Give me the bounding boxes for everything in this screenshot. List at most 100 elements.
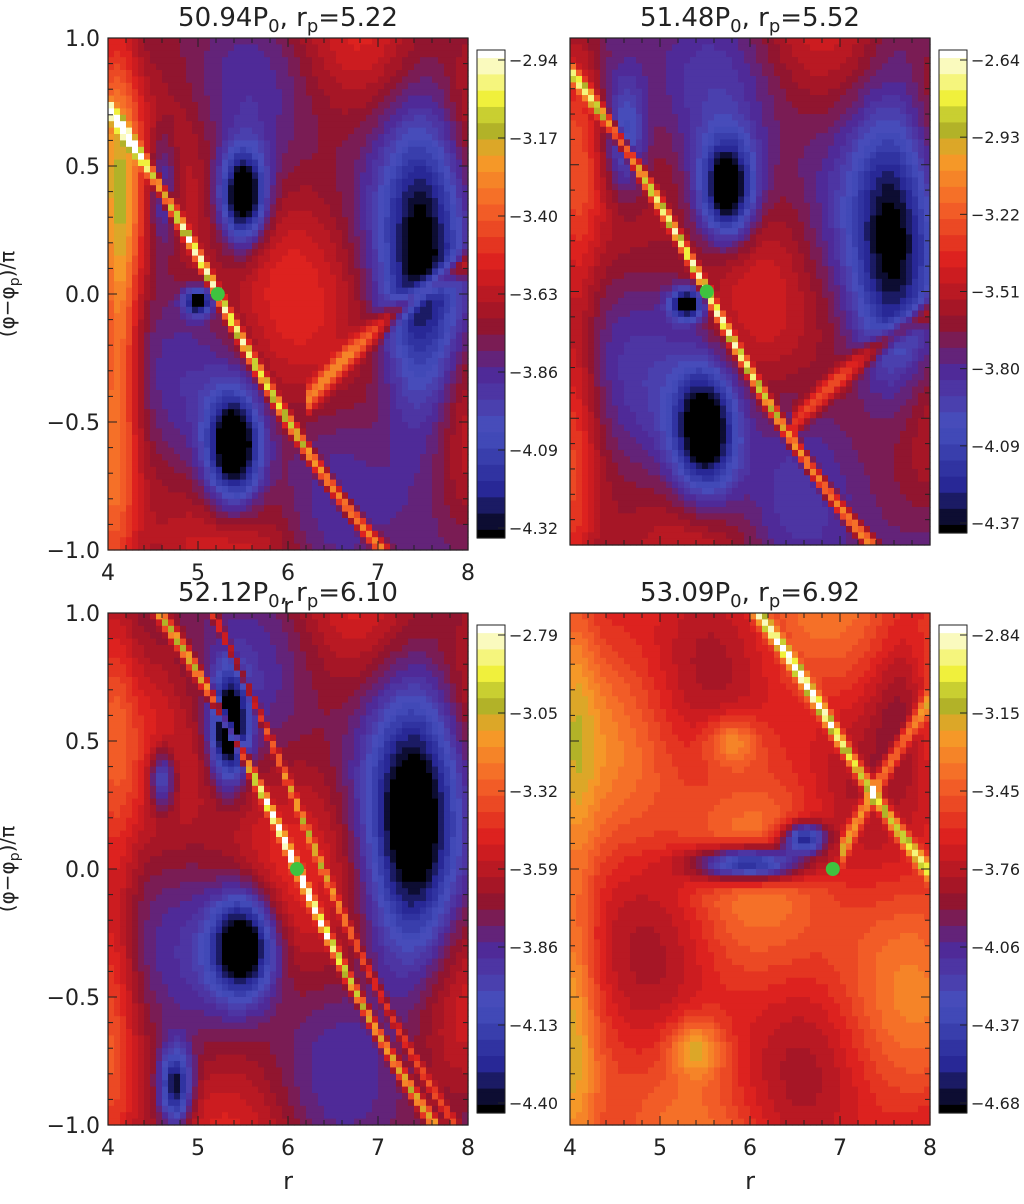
heatmap-cell xyxy=(174,512,181,519)
heatmap-cell xyxy=(348,160,355,167)
heatmap-cell xyxy=(144,275,151,282)
heatmap-cell xyxy=(414,326,421,333)
heatmap-cell xyxy=(198,320,205,327)
heatmap-cell xyxy=(318,448,325,455)
heatmap-cell xyxy=(126,396,133,403)
heatmap-cell xyxy=(204,486,211,493)
heatmap-cell xyxy=(186,83,193,90)
heatmap-cell xyxy=(240,358,247,365)
title-title-sub: 0 xyxy=(268,16,279,37)
heatmap-cell xyxy=(246,339,253,346)
heatmap-cell xyxy=(342,512,349,519)
heatmap-cell xyxy=(360,64,367,71)
heatmap-cell xyxy=(402,441,409,448)
heatmap-cell xyxy=(426,51,433,58)
heatmap-cell xyxy=(282,211,289,218)
heatmap-cell xyxy=(366,332,373,339)
heatmap-cell xyxy=(186,153,193,160)
heatmap-cell xyxy=(270,396,277,403)
heatmap-cell xyxy=(192,384,199,391)
heatmap-cell xyxy=(126,57,133,64)
heatmap-cell xyxy=(438,352,445,359)
heatmap-cell xyxy=(312,537,319,544)
heatmap-cell xyxy=(354,121,361,128)
heatmap-cell xyxy=(300,531,307,538)
heatmap-cell xyxy=(384,473,391,480)
heatmap-cell xyxy=(456,300,463,307)
heatmap-cell xyxy=(156,262,163,269)
heatmap-cell xyxy=(192,377,199,384)
colorbar-segment xyxy=(477,217,505,222)
heatmap-cell xyxy=(282,320,289,327)
heatmap-cell xyxy=(252,147,259,154)
heatmap-cell xyxy=(222,480,229,487)
heatmap-cell xyxy=(354,352,361,359)
heatmap-cell xyxy=(390,454,397,461)
heatmap-cell xyxy=(348,102,355,109)
heatmap-cell xyxy=(258,454,265,461)
heatmap-cell xyxy=(444,352,451,359)
heatmap-cell xyxy=(306,492,313,499)
heatmap-cell xyxy=(252,313,259,320)
heatmap-cell xyxy=(378,249,385,256)
heatmap-cell xyxy=(198,275,205,282)
heatmap-cell xyxy=(294,198,301,205)
heatmap-cell xyxy=(312,492,319,499)
heatmap-cell xyxy=(276,422,283,429)
heatmap-cell xyxy=(138,89,145,96)
heatmap-cell xyxy=(450,198,457,205)
heatmap-cell xyxy=(306,486,313,493)
heatmap-cell xyxy=(402,416,409,423)
heatmap-cell xyxy=(240,524,247,531)
heatmap-cell xyxy=(126,236,133,243)
heatmap-cell xyxy=(222,396,229,403)
heatmap-cell xyxy=(120,275,127,282)
heatmap-cell xyxy=(210,505,217,512)
heatmap-cell xyxy=(420,480,427,487)
colorbar-segment xyxy=(477,404,505,409)
heatmap-cell xyxy=(288,217,295,224)
heatmap-cell xyxy=(456,224,463,231)
heatmap-cell xyxy=(204,83,211,90)
heatmap-cell xyxy=(378,467,385,474)
heatmap-cell xyxy=(252,518,259,525)
heatmap-cell xyxy=(114,313,121,320)
heatmap-cell xyxy=(396,102,403,109)
heatmap-cell xyxy=(456,115,463,122)
heatmap-cell xyxy=(312,115,319,122)
heatmap-cell xyxy=(378,288,385,295)
heatmap-cell xyxy=(336,409,343,416)
heatmap-cell xyxy=(126,473,133,480)
heatmap-cell xyxy=(288,288,295,295)
heatmap-cell xyxy=(330,531,337,538)
heatmap-cell xyxy=(420,339,427,346)
heatmap-cell xyxy=(318,320,325,327)
heatmap-cell xyxy=(402,204,409,211)
heatmap-cell xyxy=(348,217,355,224)
heatmap-cell xyxy=(342,172,349,179)
heatmap-cell xyxy=(258,313,265,320)
heatmap-cell xyxy=(420,44,427,51)
heatmap-cell xyxy=(312,403,319,410)
heatmap-cell xyxy=(246,441,253,448)
heatmap-cell xyxy=(306,134,313,141)
heatmap-cell xyxy=(384,396,391,403)
heatmap-cell xyxy=(402,512,409,519)
heatmap-cell xyxy=(324,102,331,109)
heatmap-cell xyxy=(312,371,319,378)
heatmap-cell xyxy=(426,224,433,231)
heatmap-cell xyxy=(456,512,463,519)
title-title-sub2: p xyxy=(307,16,318,37)
heatmap-cell xyxy=(426,288,433,295)
heatmap-cell xyxy=(348,64,355,71)
heatmap-cell xyxy=(324,160,331,167)
heatmap-cell xyxy=(390,339,397,346)
heatmap-cell xyxy=(300,435,307,442)
heatmap-cell xyxy=(432,281,439,288)
heatmap-cell xyxy=(348,428,355,435)
heatmap-cell xyxy=(186,96,193,103)
heatmap-cell xyxy=(372,262,379,269)
heatmap-cell xyxy=(414,204,421,211)
heatmap-cell xyxy=(138,83,145,90)
heatmap-cell xyxy=(246,454,253,461)
